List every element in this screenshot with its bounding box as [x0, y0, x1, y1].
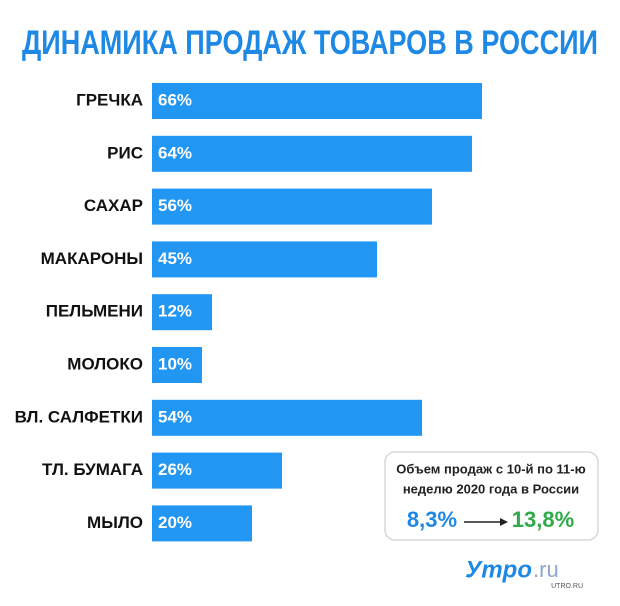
- bar: [152, 399, 422, 436]
- category-label: САХАР: [84, 196, 143, 215]
- value-label: 10%: [158, 354, 192, 373]
- category-label: МАКАРОНЫ: [41, 249, 143, 268]
- value-label: 12%: [158, 302, 192, 321]
- annotation-from: 8,3%: [407, 507, 457, 532]
- category-label: МОЛОКО: [67, 354, 143, 373]
- category-label: МЫЛО: [87, 513, 143, 532]
- annotation-to: 13,8%: [512, 507, 574, 532]
- bar: [152, 347, 202, 383]
- value-label: 20%: [158, 513, 192, 532]
- category-label: ПЕЛЬМЕНИ: [46, 302, 143, 321]
- bar: [152, 452, 282, 489]
- bar: [152, 135, 472, 172]
- bar: [152, 241, 377, 278]
- annotation-arrowhead: [500, 518, 508, 526]
- category-label: ГРЕЧКА: [76, 90, 143, 109]
- logo-name: Утро: [465, 556, 532, 583]
- category-label: ВЛ. САЛФЕТКИ: [15, 407, 143, 426]
- chart-title: ДИНАМИКА ПРОДАЖ ТОВАРОВ В РОССИИ: [22, 24, 598, 62]
- category-label: РИС: [107, 143, 143, 162]
- value-label: 54%: [158, 407, 192, 426]
- bar: [152, 188, 432, 225]
- value-label: 56%: [158, 196, 192, 215]
- value-label: 64%: [158, 143, 192, 162]
- value-label: 45%: [158, 249, 192, 268]
- bar: [152, 294, 212, 331]
- annotation-line: Объем продаж с 10-й по 11-ю: [396, 461, 585, 476]
- value-label: 26%: [158, 460, 192, 479]
- annotation-line: неделю 2020 года в России: [403, 481, 579, 496]
- annotation-box: [384, 451, 599, 541]
- logo-url: UTRO.RU: [551, 583, 583, 590]
- value-label: 66%: [158, 90, 192, 109]
- category-label: ТЛ. БУМАГА: [42, 460, 143, 479]
- bar: [152, 505, 252, 542]
- bar: [152, 83, 482, 119]
- logo-suffix: .ru: [533, 557, 559, 582]
